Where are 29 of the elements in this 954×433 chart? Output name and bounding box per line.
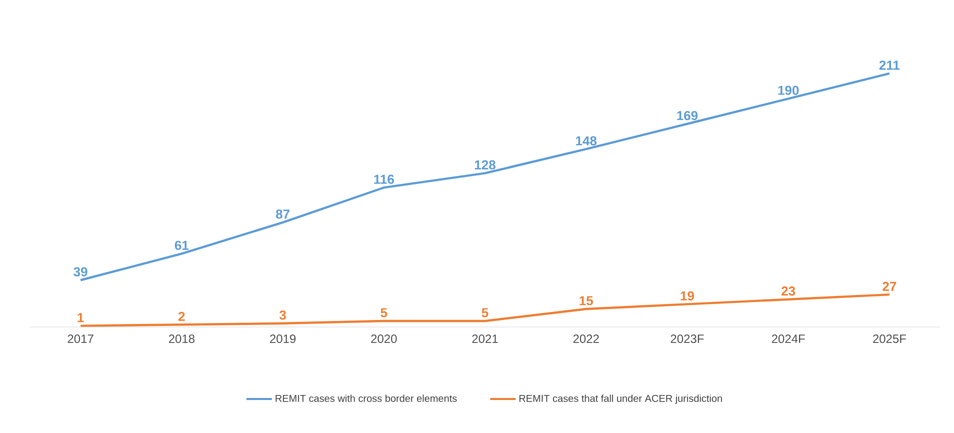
data-label: 5 [380,308,388,318]
x-tick-label: 2024F [772,334,805,344]
data-label: 15 [580,296,593,306]
x-tick-label: 2017 [68,334,94,344]
data-label: 3 [279,310,286,320]
data-label: 169 [677,110,698,120]
data-label: 2 [178,312,185,321]
x-tick-label: 2025F [873,334,906,344]
data-label: 5 [482,308,488,318]
x-tick-label: 2020 [371,334,397,344]
data-label: 116 [374,174,394,184]
legend-label: REMIT cases that fall under ACER jurisdiction [519,394,722,404]
data-label: 148 [576,136,597,146]
x-tick-label: 2021 [472,334,498,344]
data-label: 128 [474,160,496,170]
x-tick-label: 2023F [670,334,704,344]
data-label: 61 [174,240,189,250]
data-label: 39 [74,267,88,276]
data-label: 19 [680,291,694,300]
data-label: 87 [276,210,290,219]
data-label: 211 [879,60,900,70]
data-label: 1 [78,313,84,322]
data-label: 23 [782,286,796,296]
x-tick-label: 2022 [573,334,599,344]
data-label: 27 [882,282,896,291]
data-label: 190 [778,86,799,95]
x-tick-label: 2019 [270,334,296,344]
x-tick-label: 2018 [168,334,194,344]
legend-label: REMIT cases with cross border elements [276,394,457,402]
